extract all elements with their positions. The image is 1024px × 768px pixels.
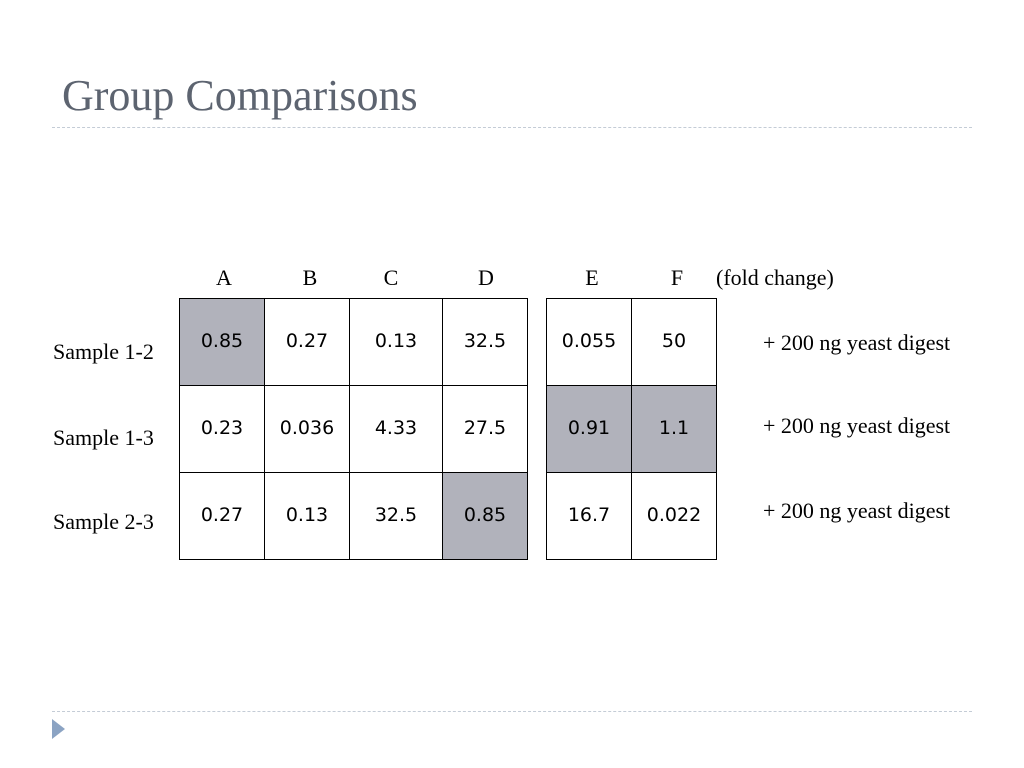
triangle-bullet-icon: [52, 719, 65, 739]
table-cell: 27.5: [442, 385, 528, 473]
table-row: 16.7 0.022: [546, 472, 717, 560]
row-label: Sample 1-2: [53, 339, 154, 364]
table-cell: 0.27: [179, 472, 265, 560]
column-header-b: B: [302, 265, 318, 290]
table-cell: 0.055: [546, 298, 632, 386]
row-label: Sample 2-3: [53, 509, 154, 534]
table-cell: 32.5: [349, 472, 443, 560]
table-cell: 32.5: [442, 298, 528, 386]
slide-title: Group Comparisons: [62, 71, 418, 120]
table-cell: 50: [631, 298, 717, 386]
table-cell: 0.13: [349, 298, 443, 386]
title-divider: [52, 127, 972, 128]
column-header-f: F: [670, 265, 684, 290]
table-cell: 16.7: [546, 472, 632, 560]
column-header-d: D: [478, 265, 494, 290]
table-cell: 0.022: [631, 472, 717, 560]
table-cell: 4.33: [349, 385, 443, 473]
fold-change-table-e-f: 0.055 50 0.91 1.1 16.7 0.022: [546, 298, 717, 560]
table-cell: 0.23: [179, 385, 265, 473]
table-cell: 0.91: [546, 385, 632, 473]
unit-label: (fold change): [716, 265, 834, 290]
column-header-c: C: [383, 265, 399, 290]
row-note: + 200 ng yeast digest: [763, 330, 951, 355]
table-row: 0.91 1.1: [546, 385, 717, 473]
column-header-e: E: [585, 265, 599, 290]
table-row: 0.055 50: [546, 298, 717, 386]
table-cell: 0.27: [264, 298, 350, 386]
table-cell: 0.036: [264, 385, 350, 473]
table-row: 0.27 0.13 32.5 0.85: [179, 472, 528, 560]
table-row: 0.85 0.27 0.13 32.5: [179, 298, 528, 386]
fold-change-table-a-d: 0.85 0.27 0.13 32.5 0.23 0.036 4.33 27.5…: [179, 298, 528, 560]
table-cell: 0.85: [179, 298, 265, 386]
row-note: + 200 ng yeast digest: [763, 413, 951, 438]
table-cell: 0.85: [442, 472, 528, 560]
table-cell: 1.1: [631, 385, 717, 473]
table-row: 0.23 0.036 4.33 27.5: [179, 385, 528, 473]
column-header-a: A: [216, 265, 232, 290]
row-note: + 200 ng yeast digest: [763, 498, 951, 523]
table-cell: 0.13: [264, 472, 350, 560]
row-label: Sample 1-3: [53, 425, 154, 450]
footer-divider: [52, 711, 972, 712]
